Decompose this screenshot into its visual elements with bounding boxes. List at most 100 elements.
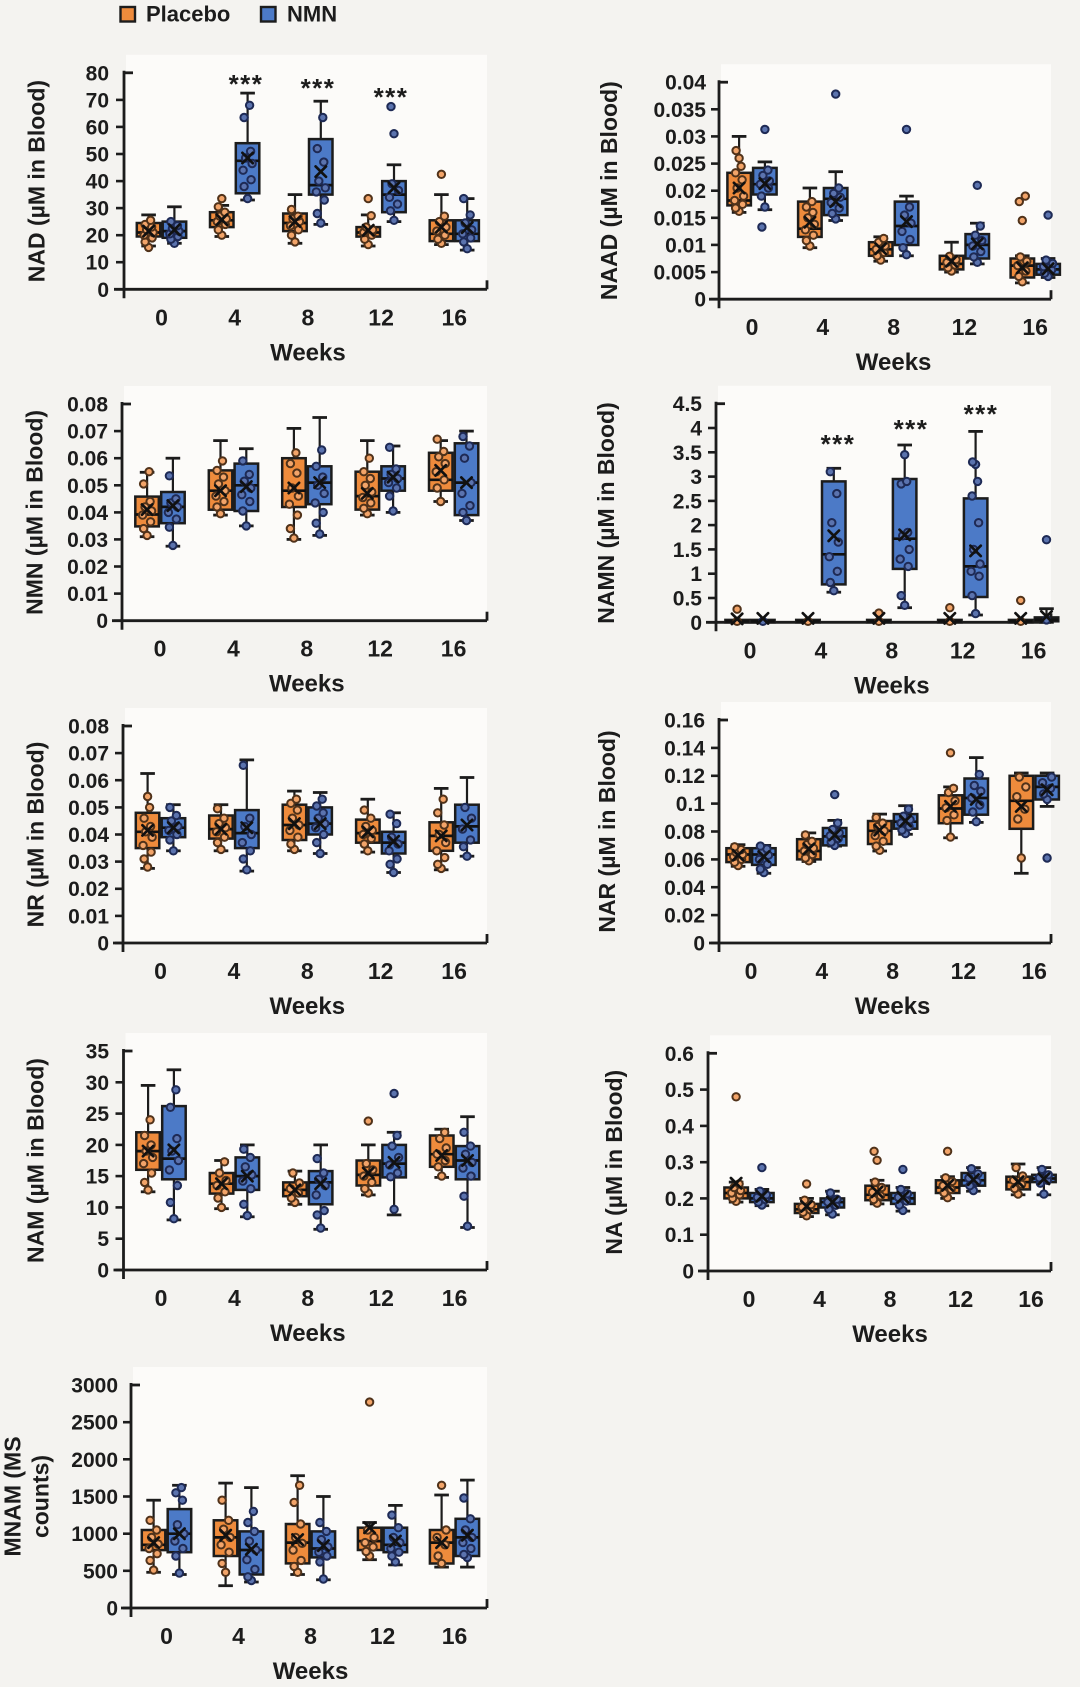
svg-text:0.05: 0.05 — [67, 475, 108, 498]
svg-text:4: 4 — [816, 314, 829, 340]
svg-text:0.04: 0.04 — [67, 502, 108, 525]
svg-text:0.07: 0.07 — [67, 421, 108, 444]
svg-text:60: 60 — [86, 116, 109, 139]
svg-text:0: 0 — [155, 304, 168, 330]
svg-text:0.08: 0.08 — [664, 821, 705, 844]
svg-text:0: 0 — [694, 289, 706, 312]
svg-text:NR (µM in Blood): NR (µM in Blood) — [23, 742, 49, 928]
svg-text:Weeks: Weeks — [856, 349, 932, 376]
svg-text:8: 8 — [884, 1286, 897, 1312]
svg-text:4: 4 — [228, 958, 241, 984]
svg-text:0.01: 0.01 — [68, 905, 109, 928]
svg-text:8: 8 — [304, 1623, 317, 1649]
svg-text:0.06: 0.06 — [664, 849, 705, 872]
svg-text:0: 0 — [97, 279, 109, 302]
svg-text:10: 10 — [86, 1197, 109, 1220]
svg-text:***: *** — [821, 429, 856, 459]
svg-text:0.5: 0.5 — [665, 1079, 695, 1102]
svg-text:16: 16 — [442, 304, 468, 330]
svg-text:2500: 2500 — [71, 1412, 118, 1435]
svg-text:5: 5 — [97, 1228, 109, 1251]
svg-text:12: 12 — [948, 1286, 974, 1312]
svg-text:12: 12 — [368, 1285, 394, 1311]
svg-text:0: 0 — [106, 1598, 118, 1621]
svg-text:80: 80 — [86, 62, 109, 85]
svg-text:4.5: 4.5 — [673, 393, 703, 416]
svg-text:0.05: 0.05 — [68, 797, 109, 820]
svg-text:20: 20 — [86, 1134, 109, 1157]
svg-text:0: 0 — [746, 314, 759, 340]
svg-text:16: 16 — [441, 636, 467, 662]
svg-text:0.03: 0.03 — [68, 851, 109, 874]
svg-text:NAAD (µM in Blood): NAAD (µM in Blood) — [596, 81, 622, 300]
svg-text:16: 16 — [1021, 958, 1047, 984]
svg-text:35: 35 — [86, 1041, 110, 1064]
svg-text:2000: 2000 — [71, 1449, 118, 1472]
svg-text:NMN (µM in Blood): NMN (µM in Blood) — [22, 410, 48, 615]
svg-text:0.3: 0.3 — [665, 1152, 694, 1175]
svg-text:12: 12 — [370, 1623, 396, 1649]
svg-text:0.015: 0.015 — [653, 207, 706, 230]
svg-text:4: 4 — [815, 958, 828, 984]
svg-text:0: 0 — [745, 958, 758, 984]
svg-text:12: 12 — [367, 636, 393, 662]
svg-text:Weeks: Weeks — [270, 1320, 346, 1347]
svg-text:25: 25 — [86, 1103, 110, 1126]
svg-text:0: 0 — [97, 933, 109, 956]
svg-text:0.14: 0.14 — [664, 737, 705, 760]
svg-text:2.5: 2.5 — [673, 490, 703, 513]
svg-text:0.07: 0.07 — [68, 743, 109, 766]
svg-text:Weeks: Weeks — [270, 339, 346, 366]
svg-text:0: 0 — [160, 1623, 173, 1649]
svg-text:***: *** — [374, 82, 409, 112]
svg-text:16: 16 — [1021, 637, 1047, 663]
svg-text:0: 0 — [97, 1260, 109, 1283]
svg-text:8: 8 — [301, 958, 314, 984]
svg-text:30: 30 — [86, 198, 109, 221]
svg-text:16: 16 — [1018, 1286, 1044, 1312]
svg-text:4: 4 — [228, 1285, 241, 1311]
svg-text:0.02: 0.02 — [665, 180, 706, 203]
svg-text:50: 50 — [86, 144, 109, 167]
svg-text:3000: 3000 — [71, 1375, 118, 1398]
svg-text:0: 0 — [693, 933, 705, 956]
svg-text:Weeks: Weeks — [855, 993, 931, 1020]
svg-text:40: 40 — [86, 171, 109, 194]
svg-text:0.6: 0.6 — [665, 1043, 694, 1066]
svg-text:0.02: 0.02 — [664, 905, 705, 928]
svg-text:20: 20 — [86, 225, 109, 248]
svg-text:1: 1 — [690, 563, 702, 586]
svg-text:12: 12 — [952, 314, 978, 340]
svg-text:1.5: 1.5 — [673, 539, 703, 562]
svg-text:1000: 1000 — [71, 1523, 118, 1546]
svg-text:0.4: 0.4 — [665, 1115, 695, 1138]
svg-text:***: *** — [229, 69, 264, 99]
svg-text:12: 12 — [368, 304, 394, 330]
svg-text:4: 4 — [232, 1623, 245, 1649]
svg-text:0: 0 — [154, 636, 167, 662]
svg-text:8: 8 — [301, 1285, 314, 1311]
svg-text:Weeks: Weeks — [854, 672, 930, 699]
svg-text:MNAM (MS: MNAM (MS — [0, 1436, 26, 1556]
svg-text:16: 16 — [442, 1623, 468, 1649]
svg-text:0.04: 0.04 — [664, 877, 705, 900]
svg-text:0: 0 — [96, 610, 108, 633]
svg-text:3.5: 3.5 — [673, 442, 703, 465]
svg-text:10: 10 — [86, 252, 109, 275]
svg-text:0.12: 0.12 — [664, 765, 705, 788]
svg-text:0.005: 0.005 — [653, 262, 706, 285]
svg-text:***: *** — [301, 73, 336, 103]
svg-text:0.06: 0.06 — [67, 448, 108, 471]
svg-text:500: 500 — [83, 1560, 118, 1583]
svg-text:1500: 1500 — [71, 1486, 118, 1509]
svg-text:0.025: 0.025 — [653, 153, 706, 176]
svg-text:0.03: 0.03 — [665, 126, 706, 149]
svg-text:NA (µM in Blood): NA (µM in Blood) — [601, 1070, 627, 1255]
svg-text:4: 4 — [815, 637, 828, 663]
svg-text:16: 16 — [1022, 314, 1048, 340]
svg-text:NAD (µM in Blood): NAD (µM in Blood) — [24, 80, 50, 282]
svg-text:2: 2 — [690, 515, 702, 538]
svg-text:0.1: 0.1 — [676, 793, 706, 816]
svg-text:Placebo: Placebo — [146, 2, 230, 27]
svg-text:0.2: 0.2 — [665, 1188, 694, 1211]
